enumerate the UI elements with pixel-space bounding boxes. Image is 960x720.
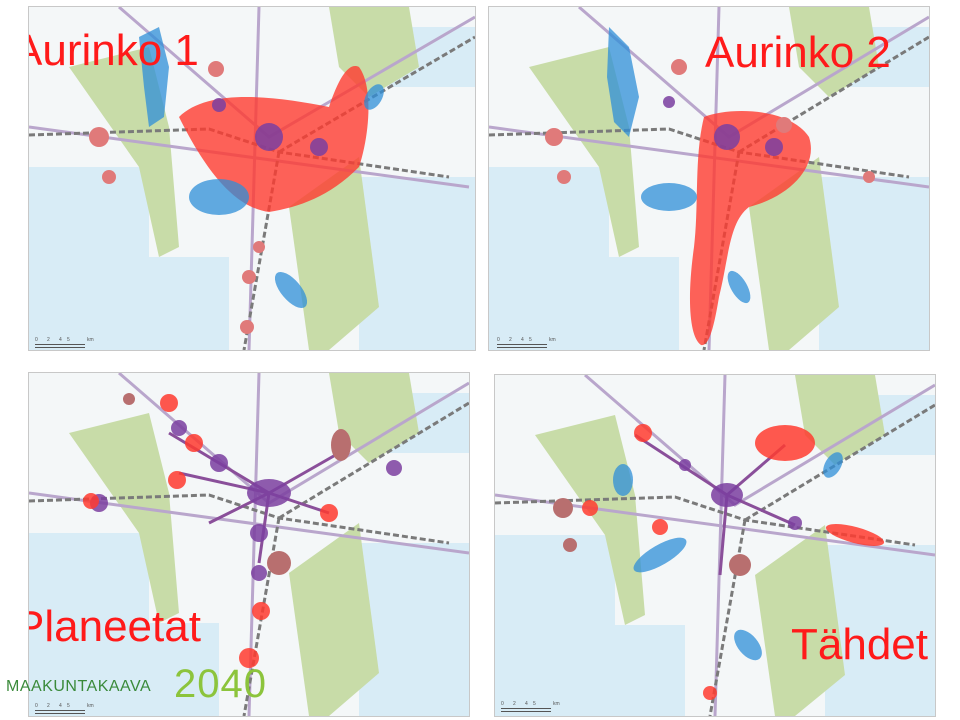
scale-bar: 0 2 4 5 km	[497, 337, 567, 349]
panel-title: Tähdet	[791, 620, 928, 669]
scale-bar: 0 2 4 5 km	[501, 701, 571, 713]
water-areas	[29, 393, 469, 716]
growth-zone-blue	[139, 27, 384, 309]
map-panel-tahdet: Tähdet 0 2 4 5 km	[494, 374, 936, 717]
scale-bar: 0 2 4 5 km	[35, 703, 105, 715]
map-aurinko-2	[489, 7, 929, 350]
water-areas	[489, 27, 929, 350]
panel-title: Aurinko 1	[28, 26, 199, 75]
scale-line	[497, 344, 547, 348]
panel-title: Aurinko 2	[705, 28, 891, 77]
map-panel-planeetat: Planeetat 0 2 4 5 km	[28, 372, 470, 717]
map-panel-aurinko-1: Aurinko 1 0 2 4 5 km	[28, 6, 476, 351]
growth-zone-red	[582, 424, 885, 700]
scale-label: km	[549, 337, 556, 343]
scale-label: 2	[47, 703, 50, 709]
scale-label: km	[553, 701, 560, 707]
local-centers	[89, 61, 265, 334]
local-centers	[123, 393, 351, 575]
centers	[679, 459, 802, 530]
scale-label: km	[87, 337, 94, 343]
scale-line	[35, 344, 85, 348]
map-panel-aurinko-2: Aurinko 2 0 2 4 5 km	[488, 6, 930, 351]
map-tahdet	[495, 375, 935, 716]
water-areas	[29, 27, 475, 350]
scale-label: 4	[59, 703, 62, 709]
panel-title: Planeetat	[28, 602, 201, 651]
scale-label: 2	[513, 701, 516, 707]
scale-label: 2	[509, 337, 512, 343]
planet-nodes-red	[83, 394, 338, 668]
scale-label: 5	[533, 701, 536, 707]
scale-label: 0	[497, 337, 500, 343]
growth-zone-red	[689, 111, 811, 346]
scale-line	[501, 708, 551, 712]
scale-label: 5	[529, 337, 532, 343]
water-areas	[495, 395, 935, 716]
scale-bar: 0 2 4 5 km	[35, 337, 105, 349]
growth-zone-blue	[607, 27, 751, 304]
scale-label: 0	[35, 337, 38, 343]
green-areas	[69, 373, 419, 716]
scale-label: 0	[501, 701, 504, 707]
scale-label: 5	[67, 337, 70, 343]
scale-label: 2	[47, 337, 50, 343]
growth-zone-blue	[613, 452, 843, 661]
centers	[90, 420, 402, 581]
centers	[212, 98, 328, 156]
scale-label: km	[87, 703, 94, 709]
centers	[663, 96, 783, 156]
scale-label: 4	[59, 337, 62, 343]
local-centers	[545, 59, 875, 184]
scale-label: 5	[67, 703, 70, 709]
scale-line	[35, 710, 85, 714]
scale-label: 0	[35, 703, 38, 709]
map-planeetat	[29, 373, 469, 716]
logo-year: 2040	[174, 662, 267, 706]
map-aurinko-1	[29, 7, 475, 350]
local-centers	[553, 498, 751, 576]
scale-label: 4	[525, 701, 528, 707]
logo-text: MAAKUNTAKAAVA	[6, 678, 152, 695]
scale-label: 4	[521, 337, 524, 343]
